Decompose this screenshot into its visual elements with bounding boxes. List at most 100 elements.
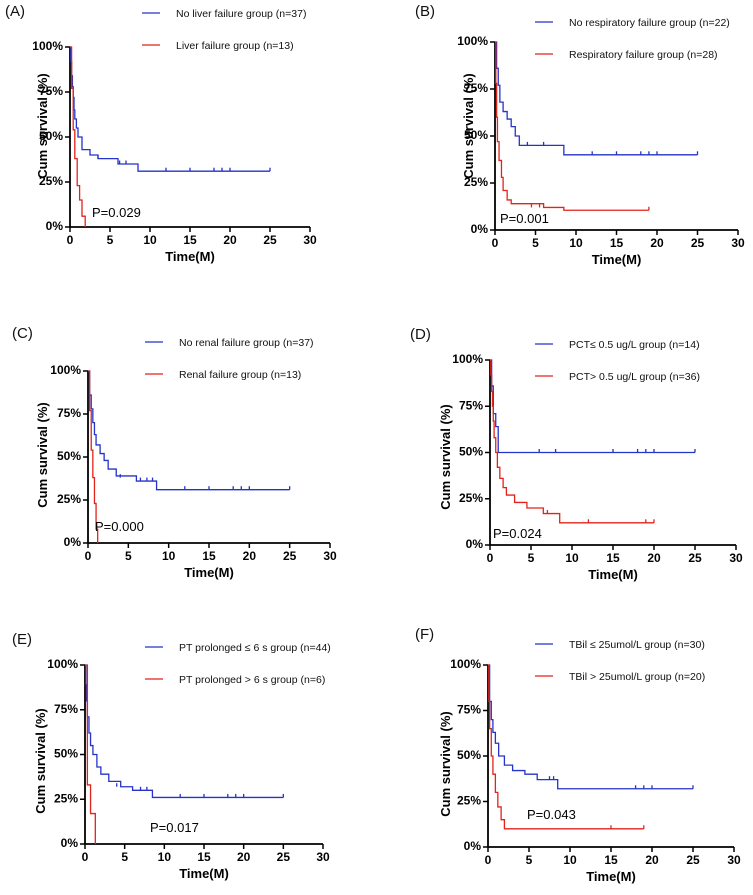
y-tick-label: 75%	[54, 702, 78, 716]
y-tick-label: 0%	[464, 839, 482, 853]
panel-label: (B)	[415, 3, 435, 20]
km-panel-5: (E) 0 5 10 15 20 25 30 0% 25% 50% 75% 100% Time(M) Cum…	[12, 631, 331, 881]
y-tick-label: 100%	[457, 34, 488, 48]
legend-label: PT prolonged ≤ 6 s group (n=44)	[179, 642, 331, 654]
x-tick-label: 15	[604, 853, 618, 867]
x-tick-label: 30	[731, 236, 745, 250]
x-tick-label: 5	[125, 549, 132, 563]
y-tick-label: 100%	[47, 657, 78, 671]
x-tick-label: 15	[183, 233, 197, 247]
km-curve-series-1	[88, 370, 290, 491]
x-tick-label: 25	[277, 850, 291, 864]
x-tick-label: 20	[650, 236, 664, 250]
y-tick-label: 75%	[57, 406, 81, 420]
y-tick-label: 25%	[39, 174, 63, 188]
y-tick-label: 100%	[450, 657, 481, 671]
y-tick-label: 0%	[471, 222, 489, 236]
y-tick-label: 75%	[39, 84, 63, 98]
x-tick-label: 30	[316, 850, 330, 864]
legend-label: Liver failure group (n=13)	[176, 40, 294, 52]
y-tick-label: 25%	[57, 492, 81, 506]
x-tick-label: 20	[237, 850, 251, 864]
y-tick-label: 0%	[46, 219, 64, 233]
x-tick-label: 0	[487, 551, 494, 565]
panel-label: (C)	[12, 325, 33, 342]
y-axis-title: Cum survival (%)	[33, 708, 48, 813]
x-tick-label: 5	[121, 850, 128, 864]
km-panel-3: (C) 0 5 10 15 20 25 30 0% 25% 50% 75% 100% Time(M) Cum…	[12, 325, 337, 580]
y-axis-title: Cum survival (%)	[438, 404, 453, 509]
km-curve-series-1	[85, 664, 284, 799]
y-tick-label: 100%	[452, 352, 483, 366]
legend-label: No respiratory failure group (n=22)	[569, 17, 730, 29]
legend-label: Renal failure group (n=13)	[179, 369, 301, 381]
x-tick-label: 0	[85, 549, 92, 563]
legend-label: TBil > 25umol/L group (n=20)	[569, 671, 705, 683]
y-tick-label: 0%	[64, 535, 82, 549]
y-tick-label: 50%	[39, 129, 63, 143]
y-tick-label: 50%	[57, 449, 81, 463]
x-tick-label: 20	[223, 233, 237, 247]
p-value-annotation: P=0.043	[527, 807, 576, 822]
km-panel-4: (D) 0 5 10 15 20 25 30 0% 25% 50% 75% 100% Time(M) Cum…	[410, 326, 743, 582]
km-curve-series-2	[85, 664, 96, 844]
panel-label: (F)	[415, 626, 434, 643]
y-tick-label: 25%	[457, 794, 481, 808]
km-panel-1: (A) 0 5 10 15 20 25 30 0% 25% 50% 75% 100% Time(M) Cum…	[5, 3, 317, 264]
x-tick-label: 30	[727, 853, 741, 867]
km-curve-series-1	[495, 41, 698, 156]
km-curve-series-2	[88, 370, 99, 543]
x-tick-label: 25	[688, 551, 702, 565]
y-axis-title: Cum survival (%)	[35, 402, 50, 507]
x-tick-label: 15	[202, 549, 216, 563]
legend-label: No renal failure group (n=37)	[179, 337, 314, 349]
x-tick-label: 10	[569, 236, 583, 250]
x-axis-title: Time(M)	[179, 866, 229, 881]
km-curve-series-2	[70, 46, 86, 227]
p-value-annotation: P=0.000	[95, 519, 144, 534]
p-value-annotation: P=0.029	[92, 205, 141, 220]
p-value-annotation: P=0.017	[150, 820, 199, 835]
x-tick-label: 10	[143, 233, 157, 247]
km-curve-series-1	[70, 46, 270, 172]
km-curve-series-1	[490, 359, 695, 454]
p-value-annotation: P=0.001	[500, 211, 549, 226]
x-axis-title: Time(M)	[184, 565, 234, 580]
km-curve-series-2	[495, 41, 649, 211]
y-tick-label: 25%	[464, 175, 488, 189]
x-tick-label: 10	[158, 850, 172, 864]
y-axis-title: Cum survival (%)	[35, 73, 50, 178]
x-axis-title: Time(M)	[588, 567, 638, 582]
y-tick-label: 75%	[464, 81, 488, 95]
legend-label: PCT≤ 0.5 ug/L group (n=14)	[569, 339, 700, 351]
legend-label: PCT> 0.5 ug/L group (n=36)	[569, 371, 700, 383]
km-panel-2: (B) 0 5 10 15 20 25 30 0% 25% 50% 75% 100% Time(M) Cum…	[415, 3, 745, 267]
x-tick-label: 30	[303, 233, 317, 247]
y-tick-label: 75%	[457, 703, 481, 717]
km-panel-6: (F) 0 5 10 15 20 25 30 0% 25% 50% 75% 100% Time(M) Cum…	[415, 626, 741, 884]
x-tick-label: 15	[610, 236, 624, 250]
y-tick-label: 75%	[459, 398, 483, 412]
km-curve-series-2	[488, 664, 644, 830]
x-tick-label: 10	[162, 549, 176, 563]
legend-label: TBil ≤ 25umol/L group (n=30)	[569, 639, 705, 651]
y-tick-label: 0%	[61, 836, 79, 850]
y-axis-title: Cum survival (%)	[438, 711, 453, 816]
legend-label: No liver failure group (n=37)	[176, 8, 306, 20]
legend-label: Respiratory failure group (n=28)	[569, 49, 718, 61]
x-tick-label: 0	[485, 853, 492, 867]
y-tick-label: 25%	[459, 491, 483, 505]
x-tick-label: 10	[565, 551, 579, 565]
panel-label: (A)	[5, 3, 25, 20]
legend-label: PT prolonged > 6 s group (n=6)	[179, 674, 325, 686]
panel-label: (D)	[410, 326, 431, 343]
x-tick-label: 30	[729, 551, 743, 565]
x-tick-label: 20	[243, 549, 257, 563]
x-axis-title: Time(M)	[586, 869, 636, 884]
p-value-annotation: P=0.024	[493, 526, 542, 541]
x-tick-label: 5	[526, 853, 533, 867]
x-tick-label: 25	[686, 853, 700, 867]
x-tick-label: 5	[528, 551, 535, 565]
km-curve-series-2	[490, 359, 654, 524]
